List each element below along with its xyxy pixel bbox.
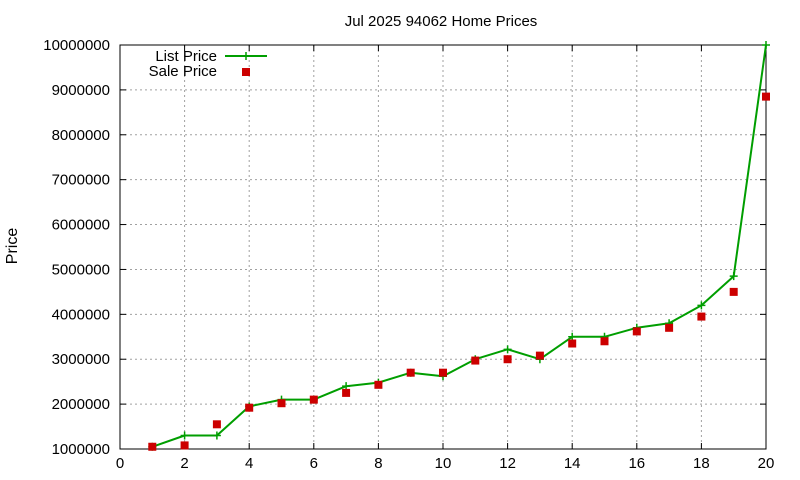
series-layer [148, 41, 770, 451]
x-tick-label: 2 [180, 455, 188, 472]
y-tick-label: 8000000 [52, 127, 110, 144]
list-price-point [762, 41, 770, 49]
y-tick-label: 9000000 [52, 82, 110, 99]
sale-price-point [406, 368, 415, 377]
sale-price-point [665, 323, 674, 332]
sale-price-point [762, 92, 770, 101]
sale-price-point [568, 339, 577, 348]
chart-title: Jul 2025 94062 Home Prices [345, 13, 538, 30]
sale-price-point [342, 388, 351, 397]
legend-marker-sale-price [242, 68, 250, 76]
legend-marker-list-price [242, 52, 250, 60]
x-tick-label: 8 [374, 455, 382, 472]
sale-price-point [212, 420, 221, 429]
legend-label-sale-price: Sale Price [149, 63, 217, 80]
list-price-point [568, 332, 577, 341]
y-tick-label: 2000000 [52, 396, 110, 413]
y-tick-label: 4000000 [52, 306, 110, 323]
sale-price-point [245, 403, 254, 412]
sale-price-point [503, 355, 512, 364]
y-tick-label: 10000000 [43, 37, 110, 54]
sale-price-point [277, 399, 286, 408]
grid [120, 45, 766, 449]
sale-price-point [697, 312, 706, 321]
x-tick-label: 16 [628, 455, 645, 472]
sale-price-point [535, 351, 544, 360]
x-tick-label: 6 [310, 455, 318, 472]
list-price-line [151, 44, 767, 448]
y-tick-label: 5000000 [52, 261, 110, 278]
x-tick-label: 10 [435, 455, 452, 472]
sale-price-point [148, 442, 157, 451]
list-price-point [729, 272, 738, 281]
sale-price-point [309, 395, 318, 404]
sale-price-point [180, 441, 189, 450]
sale-price-point [729, 287, 738, 296]
x-tick-label: 20 [758, 455, 775, 472]
y-axis-ticks: 1000000 2000000 3000000 4000000 5000000 60000… [43, 37, 766, 458]
list-price-point [503, 345, 512, 354]
sale-price-point [632, 327, 641, 336]
sale-price-point [439, 368, 447, 377]
x-tick-label: 18 [693, 455, 710, 472]
list-price-point [697, 301, 706, 310]
list-price-point [180, 431, 189, 440]
list-price-point [212, 431, 221, 440]
y-tick-label: 6000000 [52, 217, 110, 234]
sale-price-point [471, 356, 480, 365]
y-tick-label: 3000000 [52, 351, 110, 368]
y-axis-label: Price [4, 228, 21, 265]
x-axis-ticks: 0 2 4 6 8 10 12 14 16 18 20 [116, 45, 775, 472]
y-tick-label: 1000000 [52, 441, 110, 458]
list-price-point [342, 382, 351, 391]
x-tick-label: 12 [499, 455, 516, 472]
legend: List Price Sale Price [149, 48, 267, 80]
sale-price-point [374, 380, 383, 389]
legend-label-list-price: List Price [155, 48, 217, 65]
x-tick-label: 14 [564, 455, 581, 472]
y-tick-label: 7000000 [52, 172, 110, 189]
sale-price-point [600, 337, 609, 346]
x-tick-label: 4 [245, 455, 253, 472]
x-tick-label: 0 [116, 455, 124, 472]
